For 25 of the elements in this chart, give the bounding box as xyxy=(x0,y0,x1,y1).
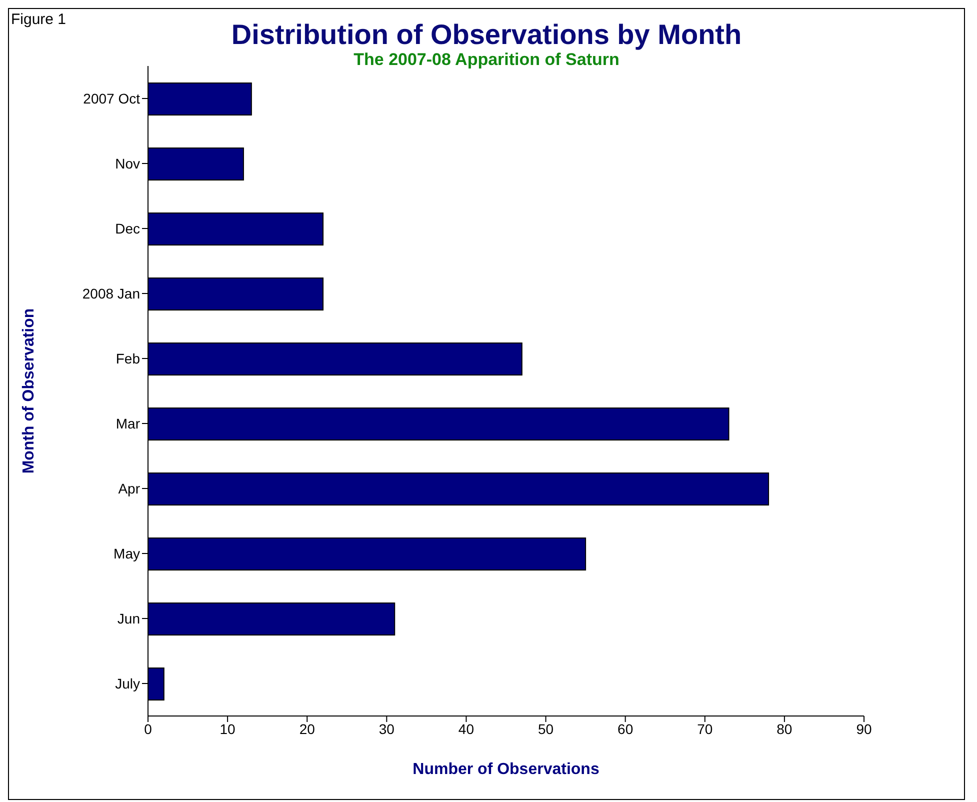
chart-title: Distribution of Observations by Month xyxy=(231,19,742,50)
y-tick-label: 2008 Jan xyxy=(82,285,140,302)
x-axis-title: Number of Observations xyxy=(412,761,600,778)
y-tick-label: Mar xyxy=(116,415,140,432)
x-tick-label: 60 xyxy=(618,720,634,737)
y-tick-label: May xyxy=(114,545,140,562)
x-tick-label: 20 xyxy=(299,720,316,737)
x-tick-label: 0 xyxy=(144,720,152,737)
y-tick-label: Nov xyxy=(115,155,140,172)
x-tick-label: 30 xyxy=(378,720,395,737)
y-axis-title: Month of Observation xyxy=(20,308,38,474)
x-tick-label: 90 xyxy=(856,720,872,737)
y-tick-label: Apr xyxy=(118,480,140,496)
chart-subtitle: The 2007-08 Apparition of Saturn xyxy=(352,50,620,70)
y-tick-label: 2007 Oct xyxy=(83,90,140,106)
y-tick-label: Feb xyxy=(116,350,140,366)
x-tick-label: 50 xyxy=(538,720,554,737)
x-tick-label: 70 xyxy=(697,720,713,737)
x-tick-label: 40 xyxy=(458,720,474,737)
y-tick-label: Dec xyxy=(115,220,140,236)
caption: Figure 1 xyxy=(11,11,66,28)
x-tick-label: 10 xyxy=(220,720,236,737)
y-tick-label: July xyxy=(115,675,140,692)
y-tick-label: Jun xyxy=(117,610,140,626)
x-tick-label: 80 xyxy=(776,720,792,737)
